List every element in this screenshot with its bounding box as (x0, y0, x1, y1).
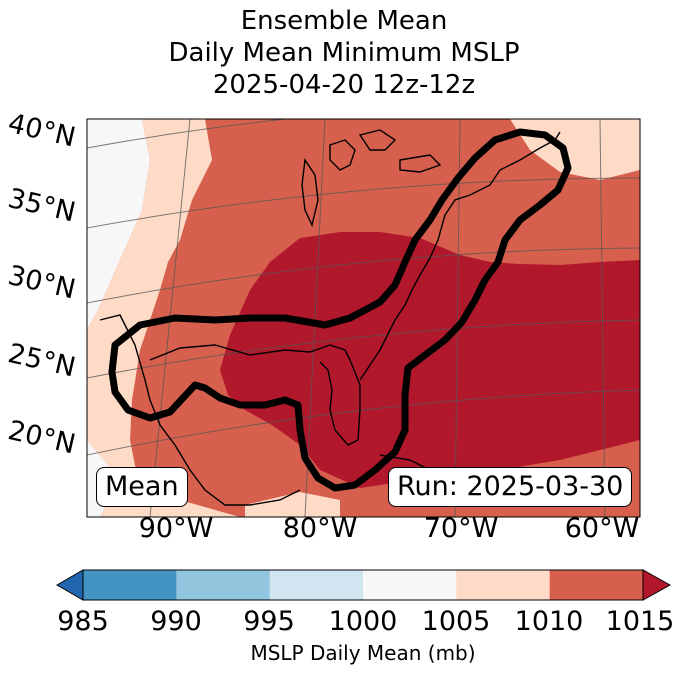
colorbar-max-arrow (642, 569, 672, 601)
colorbar (55, 569, 672, 601)
colorbar-tick-1010: 1010 (514, 606, 584, 637)
lon-label-60w: 60°W (564, 513, 640, 544)
lon-label-90w: 90°W (138, 513, 214, 544)
colorbar-segment (269, 570, 364, 600)
pressure-map (86, 118, 641, 518)
colorbar-tick-995: 995 (243, 606, 295, 637)
run-date-box: Run: 2025-03-30 (388, 467, 633, 507)
lon-label-80w: 80°W (282, 513, 358, 544)
colorbar-segment (456, 570, 551, 600)
colorbar-tick-990: 990 (150, 606, 202, 637)
colorbar-min-arrow (55, 569, 84, 601)
colorbar-segment (83, 570, 177, 600)
title-line-1: Ensemble Mean (240, 6, 448, 36)
colorbar-tick-1000: 1000 (328, 606, 398, 637)
colorbar-tick-1005: 1005 (421, 606, 491, 637)
coastlines (99, 129, 561, 506)
title-line-3: 2025-04-20 12z-12z (212, 70, 476, 100)
colorbar-segment (176, 570, 271, 600)
fill-1005-1010-band-west (87, 119, 240, 517)
colorbar-segment (363, 570, 457, 600)
fill-1005-1010-band-south (245, 492, 340, 517)
mean-label-box: Mean (96, 467, 188, 507)
colorbar-segment (549, 570, 644, 600)
lon-label-70w: 70°W (423, 513, 499, 544)
colorbar-tick-985: 985 (57, 606, 109, 637)
colorbar-label: MSLP Daily Mean (mb) (250, 641, 476, 665)
fill-below-1005-region (87, 119, 150, 330)
map-frame (86, 118, 641, 518)
colorbar-tick-1015: 1015 (605, 606, 675, 637)
threshold-contour (108, 128, 572, 492)
title-line-2: Daily Mean Minimum MSLP (168, 38, 520, 68)
fill-above-1015-region (220, 232, 640, 488)
